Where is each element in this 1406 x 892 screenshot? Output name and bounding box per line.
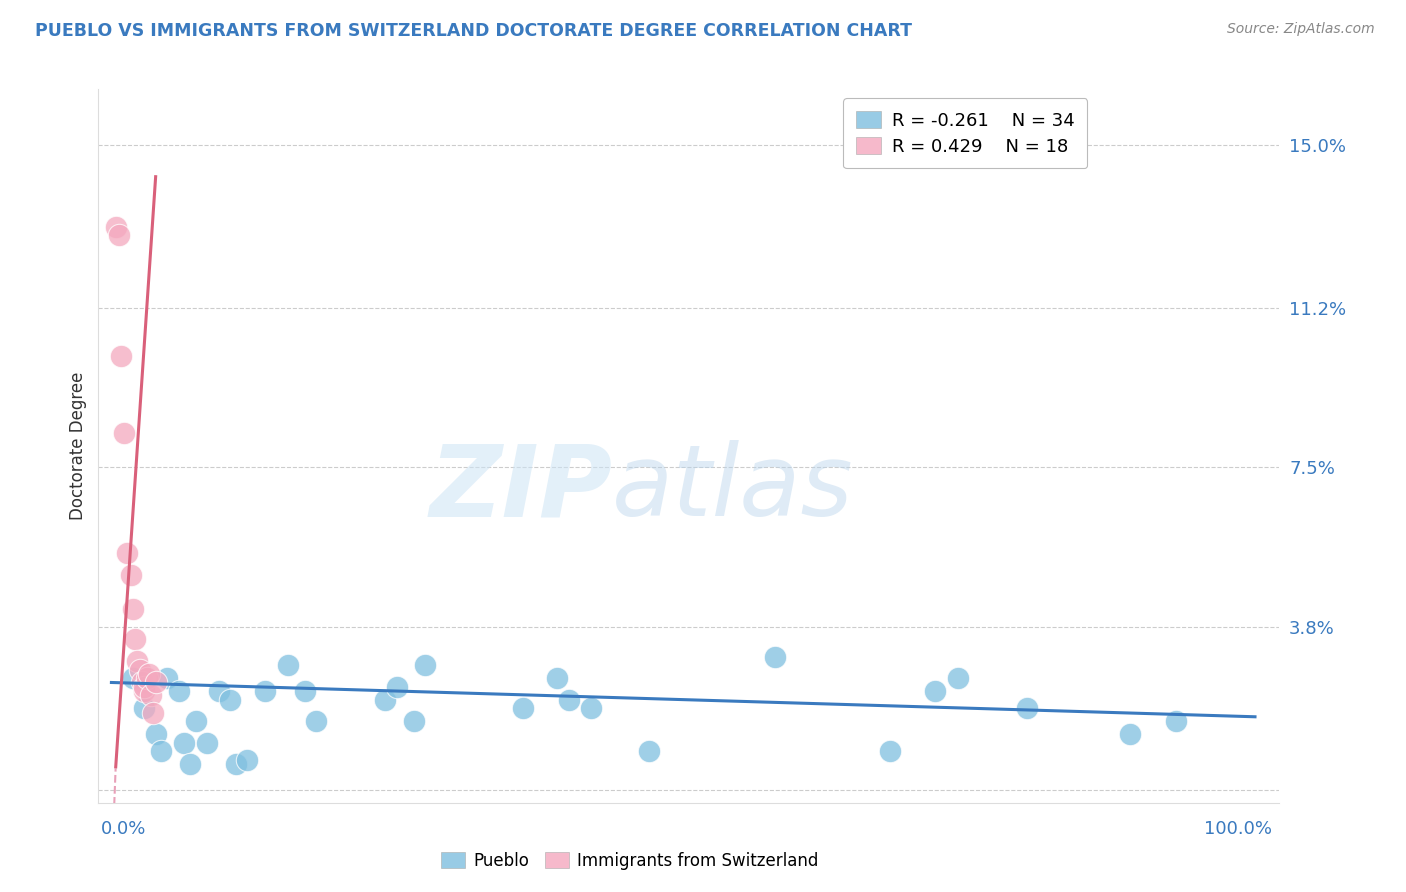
Point [546,671,568,685]
Point [173,736,195,750]
Text: ZIP: ZIP [429,441,612,537]
Point [557,692,579,706]
Point [104,219,127,234]
Point [127,654,149,668]
Point [637,744,659,758]
Point [225,757,247,772]
Point [150,744,173,758]
Point [112,426,135,441]
Point [924,684,946,698]
Point [121,602,143,616]
Point [236,753,259,767]
Point [124,632,146,647]
Point [581,701,603,715]
Point [141,689,163,703]
Point [145,675,167,690]
Point [374,692,396,706]
Y-axis label: Doctorate Degree: Doctorate Degree [69,372,87,520]
Point [1119,727,1142,741]
Point [1017,701,1039,715]
Point [179,757,201,772]
Point [138,666,160,681]
Point [512,701,534,715]
Text: Source: ZipAtlas.com: Source: ZipAtlas.com [1227,22,1375,37]
Legend: Pueblo, Immigrants from Switzerland: Pueblo, Immigrants from Switzerland [434,846,825,877]
Point [402,714,425,728]
Point [142,706,165,720]
Point [134,701,156,715]
Point [135,671,157,685]
Text: PUEBLO VS IMMIGRANTS FROM SWITZERLAND DOCTORATE DEGREE CORRELATION CHART: PUEBLO VS IMMIGRANTS FROM SWITZERLAND DO… [35,22,912,40]
Point [121,671,143,685]
Point [120,568,142,582]
Text: 100.0%: 100.0% [1205,820,1272,838]
Point [108,228,131,243]
Point [195,736,218,750]
Point [208,684,231,698]
Point [1166,714,1188,728]
Point [115,546,138,560]
Point [167,684,190,698]
Point [156,671,179,685]
Point [294,684,316,698]
Point [385,680,408,694]
Point [219,692,242,706]
Point [948,671,970,685]
Point [184,714,207,728]
Point [128,663,150,677]
Point [131,675,153,690]
Point [134,680,156,694]
Point [305,714,328,728]
Point [110,349,132,363]
Point [879,744,901,758]
Point [413,658,436,673]
Point [134,684,156,698]
Point [253,684,276,698]
Text: atlas: atlas [612,441,853,537]
Point [277,658,299,673]
Text: 0.0%: 0.0% [101,820,146,838]
Point [763,649,786,664]
Point [145,727,167,741]
